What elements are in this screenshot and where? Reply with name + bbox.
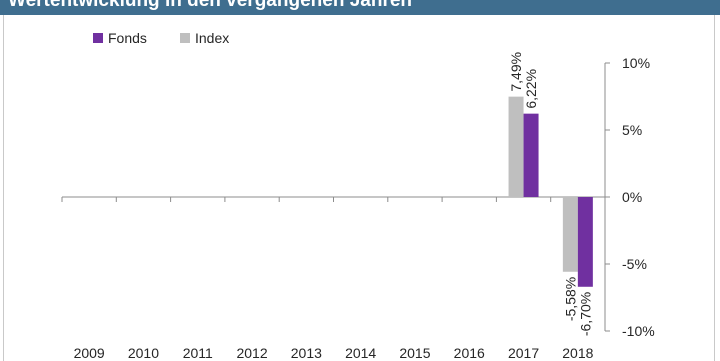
legend: Fonds Index — [93, 30, 229, 46]
x-tick-label: 2015 — [399, 345, 430, 361]
x-tick-label: 2014 — [345, 345, 376, 361]
x-tick-label: 2011 — [183, 345, 213, 361]
bars — [508, 96, 593, 287]
y-tick-label: 5% — [622, 122, 642, 138]
y-tick-label: -5% — [622, 256, 647, 272]
x-tick-label: 2018 — [562, 345, 593, 361]
bar-index-2018 — [562, 197, 578, 272]
y-tick-label: -10% — [622, 323, 655, 339]
chart-frame — [3, 15, 715, 361]
y-tick-label: 10% — [622, 55, 650, 71]
y-tick-label: 0% — [622, 189, 642, 205]
x-tick-label: 2013 — [291, 345, 322, 361]
x-tick-label: 2017 — [508, 345, 539, 361]
x-tick-label: 2016 — [454, 345, 485, 361]
axes: 10% 5% 0% -5% -10% 2009 2010 2011 2012 2013 2014 20… — [61, 55, 655, 361]
data-label: -5,58% — [562, 277, 578, 321]
legend-swatch-index — [180, 33, 190, 43]
legend-label-fonds: Fonds — [108, 30, 147, 46]
header-title: Wertentwicklung in den vergangenen Jahre… — [8, 0, 413, 11]
data-label: 7,49% — [508, 52, 524, 92]
legend-label-index: Index — [195, 30, 229, 46]
data-label: -6,70% — [577, 292, 593, 336]
bar-fonds-2017 — [523, 113, 539, 197]
x-tick-label: 2012 — [236, 345, 267, 361]
bar-fonds-2018 — [577, 197, 593, 287]
x-tick-label: 2010 — [128, 345, 159, 361]
legend-swatch-fonds — [93, 33, 103, 43]
data-label: 6,22% — [523, 69, 539, 109]
data-labels: 7,49% -5,58% 6,22% -6,70% — [508, 52, 593, 336]
bar-index-2017 — [508, 96, 524, 197]
x-tick-label: 2009 — [74, 345, 105, 361]
header-bar: Wertentwicklung in den vergangenen Jahre… — [0, 0, 720, 15]
